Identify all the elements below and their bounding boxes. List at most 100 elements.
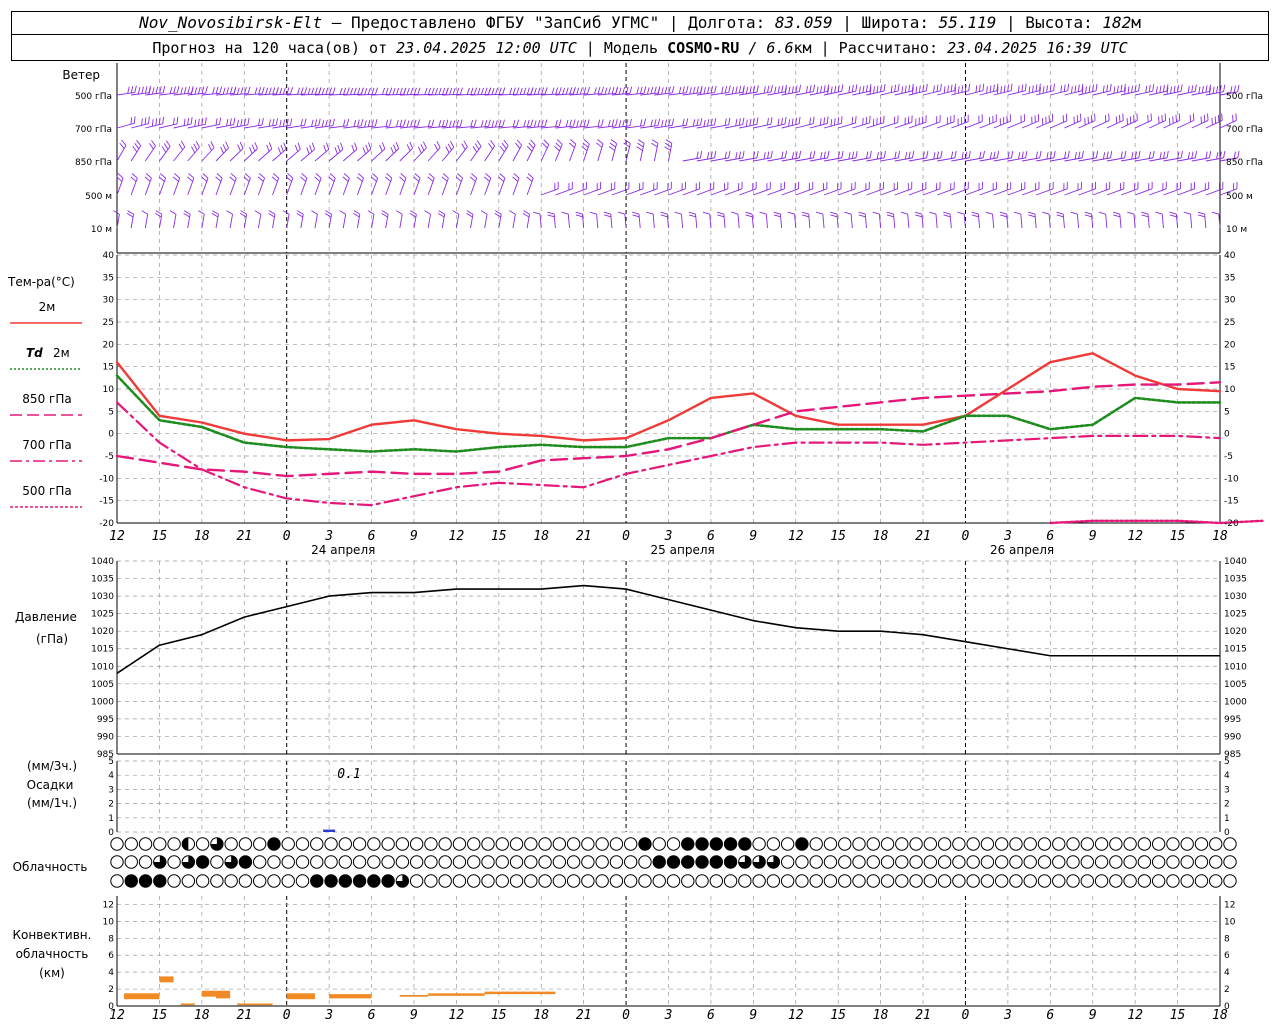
wind-barb-shaft — [1120, 188, 1139, 196]
wind-barb-feather — [735, 152, 738, 160]
wind-barb — [894, 83, 914, 96]
cloud-circle — [595, 837, 609, 851]
wind-barb — [1219, 113, 1237, 129]
cloud-circle — [538, 855, 552, 869]
wind-barb-feather — [417, 87, 421, 95]
wind-barb-feather — [908, 84, 911, 92]
wind-barb-shaft — [555, 125, 574, 129]
cloud-circle — [1194, 837, 1209, 851]
wind-barb — [1120, 113, 1138, 129]
wind-barb — [880, 115, 899, 129]
series-t500 — [1049, 519, 1264, 525]
wind-barb — [611, 181, 630, 196]
wind-barb — [314, 173, 322, 196]
wind-barb-feather — [240, 87, 244, 95]
wind-barb — [710, 85, 731, 96]
wind-barb-feather — [815, 211, 823, 215]
wind-barb-shaft — [838, 122, 856, 129]
wind-barb-feather — [360, 119, 364, 127]
wind-barb-feather — [332, 87, 336, 95]
wind-barb-shaft — [173, 92, 192, 96]
wind-barb-feather — [499, 173, 506, 179]
wind-barb — [654, 86, 675, 96]
cloud-circle — [695, 874, 709, 888]
wind-barb — [838, 150, 858, 162]
wind-level-left: 500 гПа — [75, 92, 112, 102]
wind-barb — [773, 211, 783, 229]
wind-barb-feather — [1113, 86, 1116, 94]
wind-barb — [1134, 113, 1152, 129]
wind-barb-shaft — [441, 177, 449, 196]
wind-barb-feather — [615, 119, 618, 127]
wind-barb-feather — [544, 87, 548, 95]
wind-barb-shaft — [654, 124, 673, 129]
wind-barb-feather — [993, 84, 995, 92]
wind-barb-feather — [597, 87, 601, 95]
wind-barb-feather — [869, 115, 871, 123]
wind-barb-shaft — [569, 125, 588, 129]
temp-xtick: 21 — [915, 529, 931, 544]
cloud-cell — [966, 874, 980, 888]
wind-barb-feather — [314, 176, 321, 182]
wind-barb — [611, 118, 632, 129]
cloud-circle — [524, 874, 538, 888]
wind-barb-feather — [1219, 151, 1222, 159]
prec-ytick-right: 4 — [1224, 771, 1230, 781]
cloud-circle — [880, 874, 895, 888]
wind-barb-feather — [1216, 152, 1219, 160]
wind-barb-feather — [162, 116, 165, 124]
wind-barb-feather — [784, 117, 787, 125]
wind-barb-feather — [396, 210, 403, 215]
wind-barb-feather — [696, 118, 699, 126]
temp-ytick-left: -10 — [99, 474, 114, 484]
wind-barb-feather — [1187, 85, 1190, 93]
cloud-cell — [1209, 837, 1223, 851]
wind-barb-feather — [936, 84, 939, 92]
wind-barb-feather — [1067, 150, 1070, 158]
wind-barb-shaft — [343, 125, 362, 129]
wind-barb-feather — [651, 139, 659, 144]
wind-barb — [985, 211, 995, 229]
wind-barb-shaft — [753, 188, 771, 196]
wind-barb-shaft — [710, 188, 728, 196]
wind-barb — [1205, 150, 1226, 162]
wind-barb — [569, 119, 590, 129]
wind-barb-shaft — [1205, 120, 1223, 129]
cloud-circle — [1109, 874, 1123, 888]
wind-barb-feather — [211, 213, 219, 218]
wind-barb — [1120, 84, 1141, 96]
wind-barb-feather — [558, 87, 562, 95]
wind-barb-feather — [155, 86, 159, 94]
wind-barb-feather — [823, 85, 826, 93]
wind-barb-feather — [340, 142, 344, 150]
wind-barb-shaft — [1134, 188, 1153, 196]
pres-ytick-left: 1010 — [91, 662, 114, 672]
temp-xtick: 12 — [1127, 529, 1143, 544]
cloud-cell — [195, 874, 210, 888]
conv-bar — [428, 993, 485, 996]
cloud-circle — [538, 837, 552, 851]
cloud-circle — [167, 874, 181, 888]
wind-barb-shaft — [187, 147, 200, 162]
wind-barb-feather — [664, 119, 667, 127]
wind-barb — [1036, 181, 1054, 196]
series-t2m — [115, 352, 1222, 442]
wind-barb-shaft — [1021, 188, 1040, 196]
wind-barb-feather — [1201, 85, 1204, 94]
wind-barb-feather — [1071, 86, 1073, 94]
wind-barb-shaft — [1021, 120, 1039, 129]
cloud-three-quarter — [767, 855, 780, 869]
wind-barb — [589, 211, 599, 229]
wind-barb-feather — [632, 211, 640, 215]
wind-barb — [943, 211, 952, 229]
cloud-cell — [110, 837, 124, 851]
wind-barb-feather — [480, 87, 484, 95]
conv-ytick-left: 10 — [103, 917, 115, 927]
wind-barb-shaft — [908, 121, 927, 129]
wind-barb-feather — [161, 146, 167, 153]
wind-barb-shaft — [201, 147, 215, 162]
pres-ytick-right: 1040 — [1224, 557, 1247, 567]
wind-barb-feather — [880, 151, 883, 159]
wind-barb-feather — [1214, 116, 1217, 124]
temp-xtick: 6 — [1046, 529, 1054, 544]
